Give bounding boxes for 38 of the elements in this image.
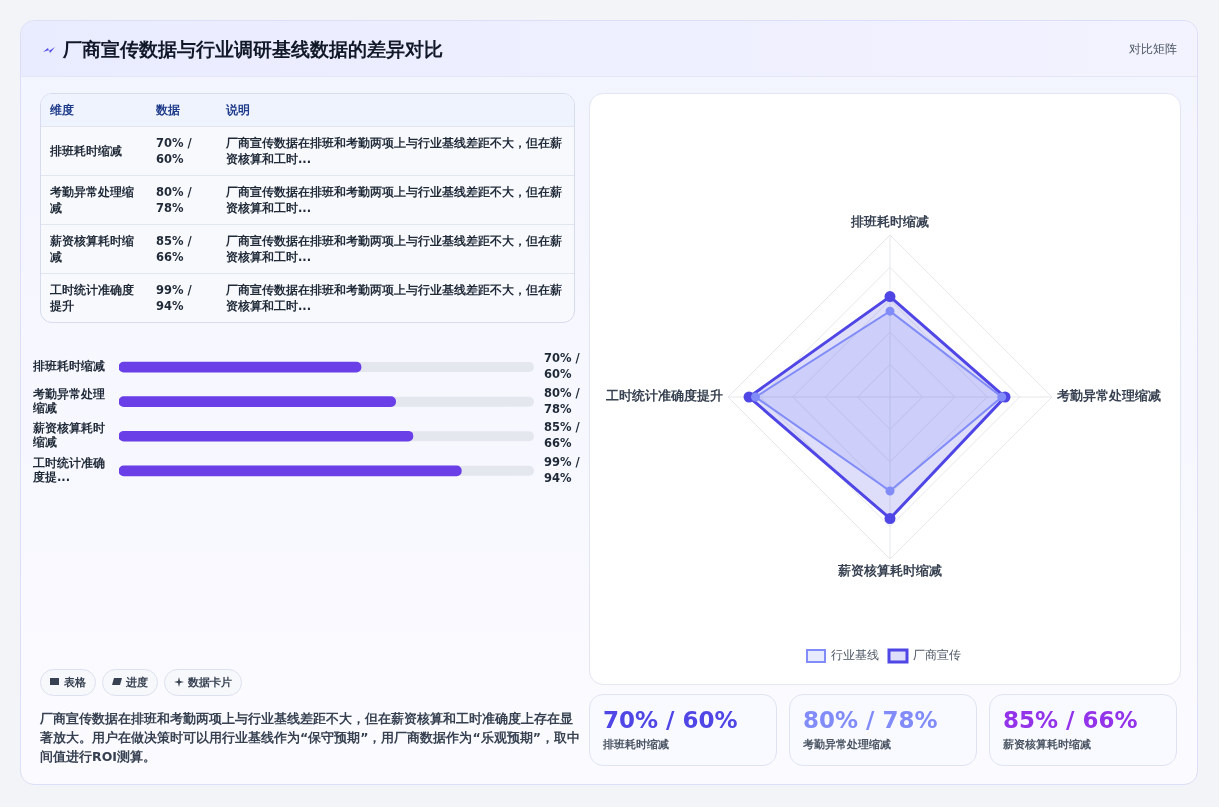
text: 99% / 94% <box>147 273 217 322</box>
text: 厂商宣传数据在排班和考勤两项上与行业基线差距不大，但在薪资核算和工时... <box>217 224 574 274</box>
text: 说明 <box>217 94 574 127</box>
text: 80% / 78% <box>803 707 939 733</box>
text: 对比矩阵 <box>1129 41 1177 58</box>
text: 厂商宣传数据与行业调研基线数据的差异对比 <box>63 37 443 62</box>
text: 薪资核算耗时缩减 <box>1003 737 1092 752</box>
text: 厂商宣传数据在排班和考勤两项上与行业基线差距不大，但在薪资核算和工时... <box>217 175 574 225</box>
text: 厂商宣传数据在排班和考勤两项上与行业基线差距不大，但在薪资核算和工时... <box>217 126 574 176</box>
text: 数据卡片 <box>164 669 242 696</box>
text: 85% / 66% <box>147 224 217 274</box>
data-label: 80% / 78% <box>544 385 581 416</box>
spoke-label: 薪资核算耗时缩减 <box>837 562 942 578</box>
text: 排班耗时缩减 <box>603 737 670 752</box>
text: 70% / 60% <box>603 707 739 733</box>
text: 数据 <box>147 94 217 127</box>
data-label: 70% / 60% <box>544 351 581 382</box>
y-tick-label: 排班耗时缩减 <box>32 359 105 374</box>
y-tick-label: 考勤异常处理缩减 <box>32 386 105 415</box>
data-label: 85% / 66% <box>544 420 581 451</box>
text: 80% / 78% <box>147 175 217 225</box>
data-label: 99% / 94% <box>544 454 581 485</box>
text: 70% / 60% <box>147 126 217 176</box>
text: 厂商宣传数据在排班和考勤两项上与行业基线差距不大，但在薪资核算和工时准确度上存在显著放大。用户在做决策时可以用行业基线作为“保守预期”，用厂商数据作为“乐观预期”，取中间值进行ROI测算。 <box>40 710 580 766</box>
legend-label: 行业基线 <box>831 648 879 663</box>
spoke-label: 排班耗时缩减 <box>850 213 929 229</box>
text: 进度 <box>102 669 158 696</box>
text: 85% / 66% <box>1003 707 1139 733</box>
y-tick-label: 工时统计准确度提... <box>32 455 105 484</box>
text: 考勤异常处理缩减 <box>803 737 892 752</box>
text: 厂商宣传数据在排班和考勤两项上与行业基线差距不大，但在薪资核算和工时... <box>217 273 574 322</box>
text: 表格 <box>40 669 96 696</box>
spoke-label: 考勤异常处理缩减 <box>1056 388 1161 404</box>
spoke-label: 工时统计准确度提升 <box>605 388 723 404</box>
legend-label: 厂商宣传 <box>913 648 961 663</box>
text: 工时统计准确度提升 <box>41 273 147 322</box>
y-tick-label: 薪资核算耗时缩减 <box>32 421 105 450</box>
text: 维度 <box>41 94 147 127</box>
